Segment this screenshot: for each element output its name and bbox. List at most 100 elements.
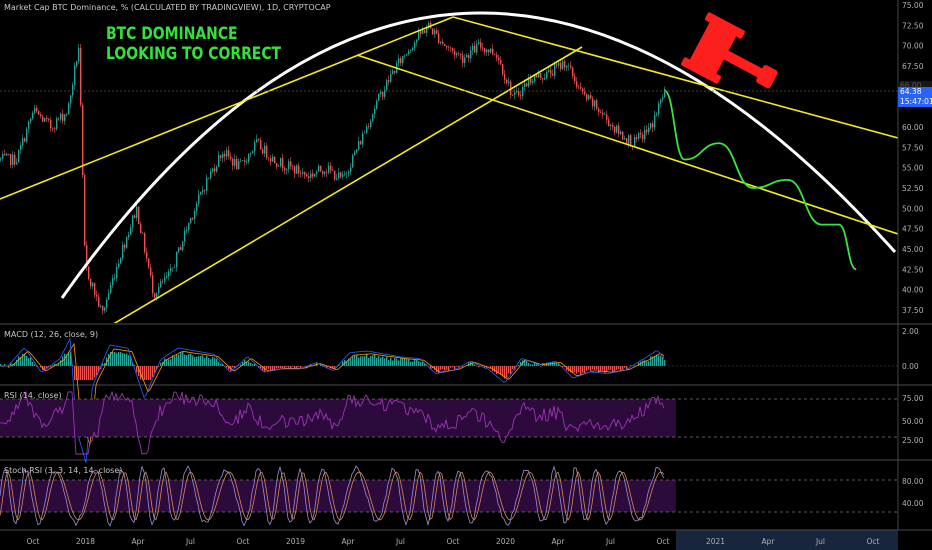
macd-histogram-bar [662,356,664,366]
macd-histogram-bar [242,362,244,366]
candle-body [28,121,30,129]
candle-body [144,233,146,252]
candle-body [502,64,504,75]
macd-histogram-bar [524,359,526,366]
candle-body [530,78,532,83]
candle-body [152,275,154,294]
candle-body [146,251,148,259]
candle-body [318,165,320,172]
macd-histogram-bar [396,358,398,366]
candle-body [590,95,592,99]
candle-body [614,126,616,133]
candle-body [554,64,556,76]
trendline-channel-lower [113,46,583,323]
macd-histogram-bar [562,366,564,368]
macd-histogram-bar [14,363,16,366]
macd-histogram-bar [614,366,616,372]
macd-histogram-bar [104,362,106,366]
macd-histogram-bar [648,361,650,366]
candle-body [48,119,50,121]
price-axis: 75.00 72.50 70.00 67.50 60.00 57.50 55.00 52.50… [897,0,924,530]
candle-body [166,276,168,278]
macd-histogram-bar [262,366,264,371]
macd-histogram-bar [408,358,410,366]
candle-body [156,293,158,298]
candle-body [26,128,28,142]
macd-histogram-bar [434,366,436,370]
stoch-k-line [0,465,665,527]
macd-histogram-bar [366,353,368,366]
candle-body [360,141,362,145]
candle-body [438,33,440,43]
candle-body [138,206,140,225]
candle-body [484,48,486,53]
last-price-tag[interactable]: 64.38 [898,87,932,97]
candle-body [340,172,342,177]
candle-body [180,247,182,251]
candle-body [132,215,134,228]
macd-histogram-bar [132,363,134,366]
candle-body [208,177,210,179]
macd-histogram-bar [588,366,590,370]
candle-body [232,158,234,166]
candle-body [50,120,52,129]
candle-body [14,154,16,165]
candle-body [328,165,330,173]
macd-histogram-bar [322,364,324,366]
macd-histogram-bar [578,366,580,373]
candle-body [256,139,258,143]
candle-body [10,153,12,165]
candle-body [536,75,538,78]
candle-body [86,245,88,267]
candle-body [134,215,136,218]
candle-body [8,153,10,155]
macd-histogram-bar [402,357,404,366]
candle-body [374,108,376,115]
macd-histogram-bar [380,357,382,366]
candle-body [96,294,98,297]
price-axis-tick: 67.50 [902,62,924,71]
stoch-rsi-label[interactable]: Stoch RSI (3, 3, 14, 14, close) [4,466,123,475]
candle-body [574,76,576,82]
macd-histogram-bar [150,366,152,380]
chart-header-title: Market Cap BTC Dominance, % (CALCULATED … [4,3,331,12]
candle-body [294,166,296,174]
candle-body [2,153,4,159]
macd-histogram-bar [46,366,48,369]
rsi-band [0,399,676,437]
candle-body [130,227,132,235]
macd-histogram-bar [212,356,214,366]
macd-histogram-bar [368,357,370,366]
macd-histogram-bar [240,364,242,366]
candle-body [640,133,642,135]
macd-histogram-bar [116,352,118,366]
price-axis-tick: 45.00 [902,245,924,254]
macd-histogram-bar [558,362,560,366]
macd-histogram-bar [280,366,282,369]
macd-histogram-bar [186,355,188,366]
trendline-channel-upper [356,54,898,235]
candle-body [300,173,302,174]
macd-histogram-bar [420,362,422,366]
time-axis-tick: Jul [185,537,195,546]
macd-histogram-bar [450,366,452,368]
time-axis[interactable]: Oct 2018 Apr Jul Oct 2019 Apr Jul Oct 2020 Apr Jul O… [27,537,880,546]
candle-body [582,88,584,92]
candle-body [94,283,96,295]
macd-histogram-bar [54,363,56,366]
macd-histogram-bar [456,366,458,367]
rsi-label[interactable]: RSI (14, close) [4,391,62,400]
macd-label[interactable]: MACD (12, 26, close, 9) [4,330,99,339]
candle-body [474,45,476,53]
candle-body [638,133,640,139]
candle-body [58,118,60,120]
candle-body [496,55,498,58]
candle-body [66,114,68,115]
price-axis-tick: 40.00 [902,286,924,295]
macd-histogram-bar [536,363,538,366]
candle-body [54,128,56,130]
macd-histogram-bar [612,366,614,373]
candle-body [576,81,578,87]
